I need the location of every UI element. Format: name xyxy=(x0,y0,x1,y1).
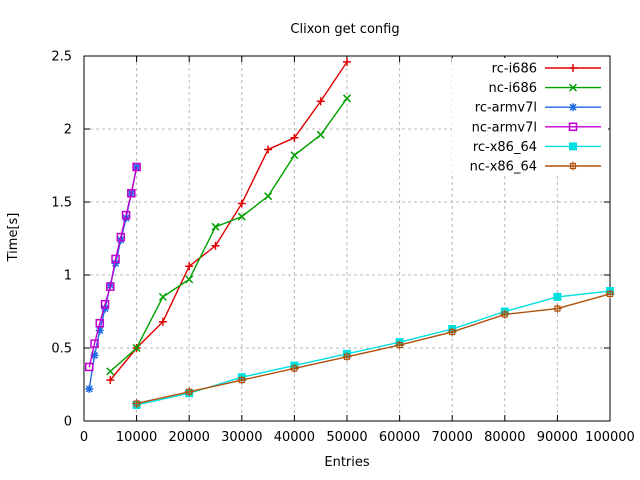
data-point-marker xyxy=(111,254,120,264)
y-tick-label: 1.5 xyxy=(51,196,72,211)
legend-label: rc-armv7l xyxy=(475,101,537,116)
legend-item-nc-x86_64: nc-x86_64 xyxy=(470,160,601,175)
data-point-marker xyxy=(85,384,94,393)
data-point-marker xyxy=(343,57,351,66)
legend-backing xyxy=(452,58,608,176)
series-rc-i686 xyxy=(106,57,351,385)
data-point-marker xyxy=(395,340,405,350)
data-point-marker xyxy=(290,151,299,160)
x-tick-label: 20000 xyxy=(169,430,210,445)
data-point-marker xyxy=(95,326,104,335)
data-point-marker xyxy=(264,145,273,154)
legend-label: nc-armv7l xyxy=(472,120,537,135)
data-point-marker xyxy=(211,222,220,231)
y-tick-label: 2.5 xyxy=(51,50,72,65)
data-point-marker xyxy=(132,162,141,172)
data-point-marker xyxy=(106,376,115,385)
data-point-marker xyxy=(605,289,615,299)
data-point-marker xyxy=(185,262,194,271)
data-point-marker xyxy=(85,362,94,372)
x-tick-label: 50000 xyxy=(326,430,367,445)
x-tick-label: 60000 xyxy=(379,430,420,445)
x-tick-label: 30000 xyxy=(221,430,262,445)
legend-label: rc-i686 xyxy=(492,62,537,77)
data-point-marker xyxy=(116,232,126,242)
data-point-marker xyxy=(316,130,325,139)
x-axis-label: Entries xyxy=(324,455,370,470)
data-point-marker xyxy=(342,352,352,362)
data-point-marker xyxy=(289,363,299,373)
x-tick-label: 0 xyxy=(80,430,88,445)
data-point-marker xyxy=(158,317,167,326)
data-point-marker xyxy=(185,275,194,284)
data-point-marker xyxy=(121,210,131,220)
series-line xyxy=(136,293,611,405)
x-tick-label: 10000 xyxy=(116,430,157,445)
legend-label: nc-x86_64 xyxy=(470,160,537,175)
legend-label: nc-i686 xyxy=(488,81,537,96)
series-line xyxy=(136,290,611,406)
y-tick-label: 0.5 xyxy=(51,342,72,357)
legend-item-rc-armv7l: rc-armv7l xyxy=(475,101,601,116)
data-point-marker xyxy=(90,351,99,360)
y-axis-label: Time[s] xyxy=(6,213,21,263)
data-point-marker xyxy=(290,133,299,142)
x-tick-label: 80000 xyxy=(484,430,525,445)
series-nc-armv7l xyxy=(85,162,141,372)
data-point-marker xyxy=(568,83,578,92)
legend-item-nc-armv7l: nc-armv7l xyxy=(472,120,601,135)
data-point-marker xyxy=(127,188,136,198)
legend-item-nc-i686: nc-i686 xyxy=(488,81,601,96)
data-series xyxy=(85,57,615,409)
data-point-marker xyxy=(447,327,457,337)
data-point-marker xyxy=(106,282,115,291)
data-point-marker xyxy=(569,103,577,112)
series-line xyxy=(88,166,138,368)
data-point-marker xyxy=(101,304,110,313)
data-point-marker xyxy=(184,387,194,397)
x-tick-label: 40000 xyxy=(274,430,315,445)
data-point-marker xyxy=(237,375,247,385)
chart-title: Clixon get config xyxy=(290,22,399,37)
data-point-marker xyxy=(237,212,246,221)
data-point-marker xyxy=(569,142,577,151)
data-point-marker xyxy=(316,97,325,106)
data-point-marker xyxy=(158,292,167,301)
data-point-marker xyxy=(569,64,577,72)
x-tick-label: 90000 xyxy=(537,430,578,445)
data-point-marker xyxy=(552,304,562,314)
legend: rc-i686 nc-i686 rc-armv7l nc-armv7l rc-x86_6… xyxy=(470,62,601,175)
data-point-marker xyxy=(90,339,99,348)
data-point-marker xyxy=(111,259,120,268)
data-point-marker xyxy=(132,343,141,353)
data-point-marker xyxy=(568,161,578,171)
x-tick-label: 100000 xyxy=(585,430,635,445)
data-point-marker xyxy=(553,292,562,301)
legend-label: rc-x86_64 xyxy=(473,140,537,155)
legend-background xyxy=(452,58,608,176)
x-tick-label: 70000 xyxy=(432,430,473,445)
data-point-marker xyxy=(106,367,115,376)
y-tick-label: 2 xyxy=(64,123,72,138)
data-point-marker xyxy=(568,122,578,132)
data-point-marker xyxy=(342,94,352,103)
data-point-marker xyxy=(100,299,110,309)
data-point-marker xyxy=(132,398,142,408)
legend-item-rc-x86_64: rc-x86_64 xyxy=(473,140,601,155)
y-tick-label: 0 xyxy=(64,415,72,430)
series-nc-i686 xyxy=(106,94,352,376)
data-point-marker xyxy=(211,241,220,250)
legend-item-rc-i686: rc-i686 xyxy=(492,62,601,77)
series-nc-x86_64 xyxy=(132,289,615,408)
series-line xyxy=(109,61,348,381)
series-line xyxy=(109,97,348,372)
data-point-marker xyxy=(237,199,246,208)
data-point-marker xyxy=(500,309,510,319)
data-point-marker xyxy=(264,192,273,201)
y-tick-label: 1 xyxy=(64,269,72,284)
data-point-marker xyxy=(95,318,105,328)
axis-tick-labels: 0 10000 20000 30000 40000 50000 60000 70000 8000… xyxy=(51,50,635,446)
